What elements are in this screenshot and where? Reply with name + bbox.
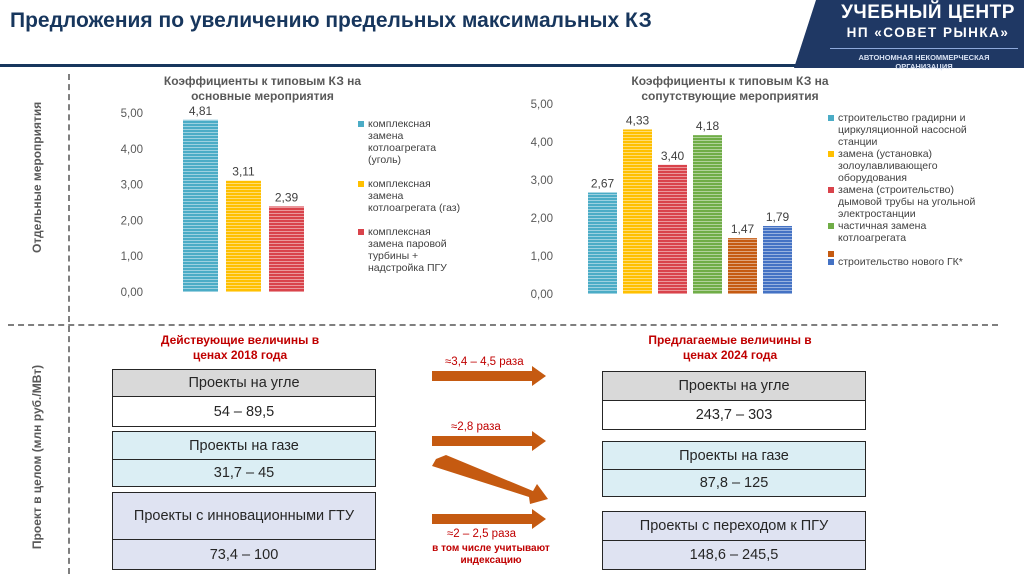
chart2-ytick-1: 1,00 — [531, 251, 553, 263]
chart1-value-label-1: 3,11 — [232, 165, 255, 179]
header-band — [0, 64, 796, 67]
chart2-value-label-5: 1,79 — [766, 210, 790, 224]
proposed-coal-value: 243,7 – 303 — [602, 400, 866, 430]
proposed-heading: Предлагаемые величины в ценах 2024 года — [648, 333, 812, 362]
chart1-ytick-1: 1,00 — [121, 251, 143, 263]
brand-divider — [830, 48, 1018, 49]
arrow2-label: ≈2,8 раза — [451, 421, 501, 433]
current-coal-label: Проекты на угле — [112, 369, 376, 397]
chart2-value-label-0: 2,67 — [591, 177, 615, 191]
chart1-ytick-3: 3,00 — [121, 180, 143, 192]
proposed-pgu-value: 148,6 – 245,5 — [602, 540, 866, 570]
chart2-legend-item-2: замена (строительство) дымовой трубы на … — [828, 184, 978, 220]
chart1-ytick-0: 0,00 — [121, 287, 143, 299]
chart1-legend-swatch-1 — [358, 181, 364, 187]
chart2-ytick-3: 3,00 — [531, 175, 553, 187]
current-gas-label: Проекты на газе — [112, 431, 376, 460]
arrow-diagonal — [432, 455, 548, 504]
chart1-bar-2 — [269, 206, 304, 292]
current-heading: Действующие величины в ценах 2018 года — [160, 333, 320, 362]
page-title: Предложения по увеличению предельных мак… — [10, 9, 652, 32]
arrow-right-3 — [432, 509, 546, 529]
arrow1-label: ≈3,4 – 4,5 раза — [445, 356, 524, 368]
current-innov-label: Проекты с инновационными ГТУ — [112, 492, 376, 540]
chart1-bar-1 — [226, 180, 261, 292]
chart1-legend-item-0: комплексная замена котлоагрегата (уголь) — [358, 118, 468, 166]
proposed-coal-label: Проекты на угле — [602, 371, 866, 401]
indexation-note: в том числе учитывают индексацию — [432, 543, 550, 566]
chart1-legend-item-2: комплексная замена паровой турбины + над… — [358, 226, 468, 274]
chart1-legend-label-0: комплексная замена котлоагрегата (уголь) — [368, 118, 437, 166]
current-innov-value: 73,4 – 100 — [112, 539, 376, 570]
chart2-legend-label-1: замена (установка) золоулавливающего обо… — [838, 148, 938, 184]
brand-org: НП «СОВЕТ РЫНКА» — [846, 25, 1010, 40]
chart1-value-label-2: 2,39 — [275, 190, 299, 204]
chart2-ytick-4: 4,00 — [531, 137, 553, 149]
chart2-legend-swatch-1 — [828, 151, 834, 157]
chart1-legend-item-1: комплексная замена котлоагрегата (газ) — [358, 178, 468, 214]
proposed-gas-label: Проекты на газе — [602, 441, 866, 470]
chart2-legend-item-1: замена (установка) золоулавливающего обо… — [828, 148, 978, 184]
chart1-ytick-2: 2,00 — [121, 215, 143, 227]
current-gas-value: 31,7 – 45 — [112, 459, 376, 487]
chart1-ytick-5: 5,00 — [121, 108, 143, 120]
chart1-legend-label-2: комплексная замена паровой турбины + над… — [368, 226, 447, 274]
chart2-legend-label-0: строительство градирни и циркуляционной … — [838, 112, 967, 148]
brand-name: УЧЕБНЫЙ ЦЕНТР — [841, 2, 1015, 23]
chart2-value-label-4: 1,47 — [731, 222, 755, 236]
chart2-ytick-2: 2,00 — [531, 213, 553, 225]
chart2-bar-2 — [658, 164, 687, 294]
chart2-legend-label-5: строительство нового ГК* — [838, 256, 963, 268]
chart2-bar-1 — [623, 129, 652, 294]
proposed-gas-value: 87,8 – 125 — [602, 469, 866, 497]
chart2-legend-item-3: частичная замена котлоагрегата — [828, 220, 978, 244]
chart2-legend-item-0: строительство градирни и циркуляционной … — [828, 112, 978, 148]
chart2-legend-label-2: замена (строительство) дымовой трубы на … — [838, 184, 976, 220]
chart2-legend-swatch-3 — [828, 223, 834, 229]
chart2-value-label-1: 4,33 — [626, 113, 650, 127]
chart2-legend: строительство градирни и циркуляционной … — [828, 112, 978, 268]
chart1-legend-label-1: комплексная замена котлоагрегата (газ) — [368, 178, 461, 214]
chart1-plot: 0,00 1,00 2,00 3,00 4,00 5,00 4,81 3,11 2,39 — [121, 104, 304, 299]
chart1-value-label-0: 4,81 — [189, 104, 213, 118]
arrow-right-2 — [432, 431, 546, 451]
chart2-legend-item-5: строительство нового ГК* — [828, 256, 978, 268]
chart2-legend-swatch-5 — [828, 259, 834, 265]
chart2-bar-0 — [588, 192, 617, 294]
current-coal-value: 54 – 89,5 — [112, 396, 376, 427]
chart2-bar-5 — [763, 225, 792, 294]
chart2-title: Коэффициенты к типовым КЗ на сопутствующ… — [631, 74, 829, 103]
chart2-legend-label-3: частичная замена котлоагрегата — [838, 220, 927, 244]
brand-subtitle: АВТОНОМНАЯ НЕКОММЕРЧЕСКАЯ ОРГАНИЗАЦИЯ — [858, 53, 990, 71]
arrow3-label: ≈2 – 2,5 раза — [447, 528, 517, 540]
chart2-legend-swatch-2 — [828, 187, 834, 193]
brand-logo-box — [794, 0, 1024, 68]
chart1-legend-swatch-0 — [358, 121, 364, 127]
chart2-ytick-0: 0,00 — [531, 289, 553, 301]
chart2-value-label-3: 4,18 — [696, 119, 720, 133]
chart1-title: Коэффициенты к типовым КЗ на основные ме… — [163, 74, 362, 103]
chart1-legend-swatch-2 — [358, 229, 364, 235]
chart1-legend: комплексная замена котлоагрегата (уголь)… — [358, 118, 468, 274]
chart2-bar-4 — [728, 238, 757, 294]
arrow-right-1 — [432, 366, 546, 386]
chart2-legend-swatch-4 — [828, 251, 834, 257]
chart2-value-label-2: 3,40 — [661, 149, 685, 163]
horizontal-divider — [8, 324, 998, 326]
chart2-legend-swatch-0 — [828, 115, 834, 121]
chart1-ytick-4: 4,00 — [121, 144, 143, 156]
chart2-bar-3 — [693, 135, 722, 294]
chart2-plot: 0,00 1,00 2,00 3,00 4,00 5,00 2,67 4,33 3,40 4,18… — [531, 99, 792, 301]
chart2-ytick-5: 5,00 — [531, 99, 553, 111]
chart1-bar-0 — [183, 119, 218, 292]
